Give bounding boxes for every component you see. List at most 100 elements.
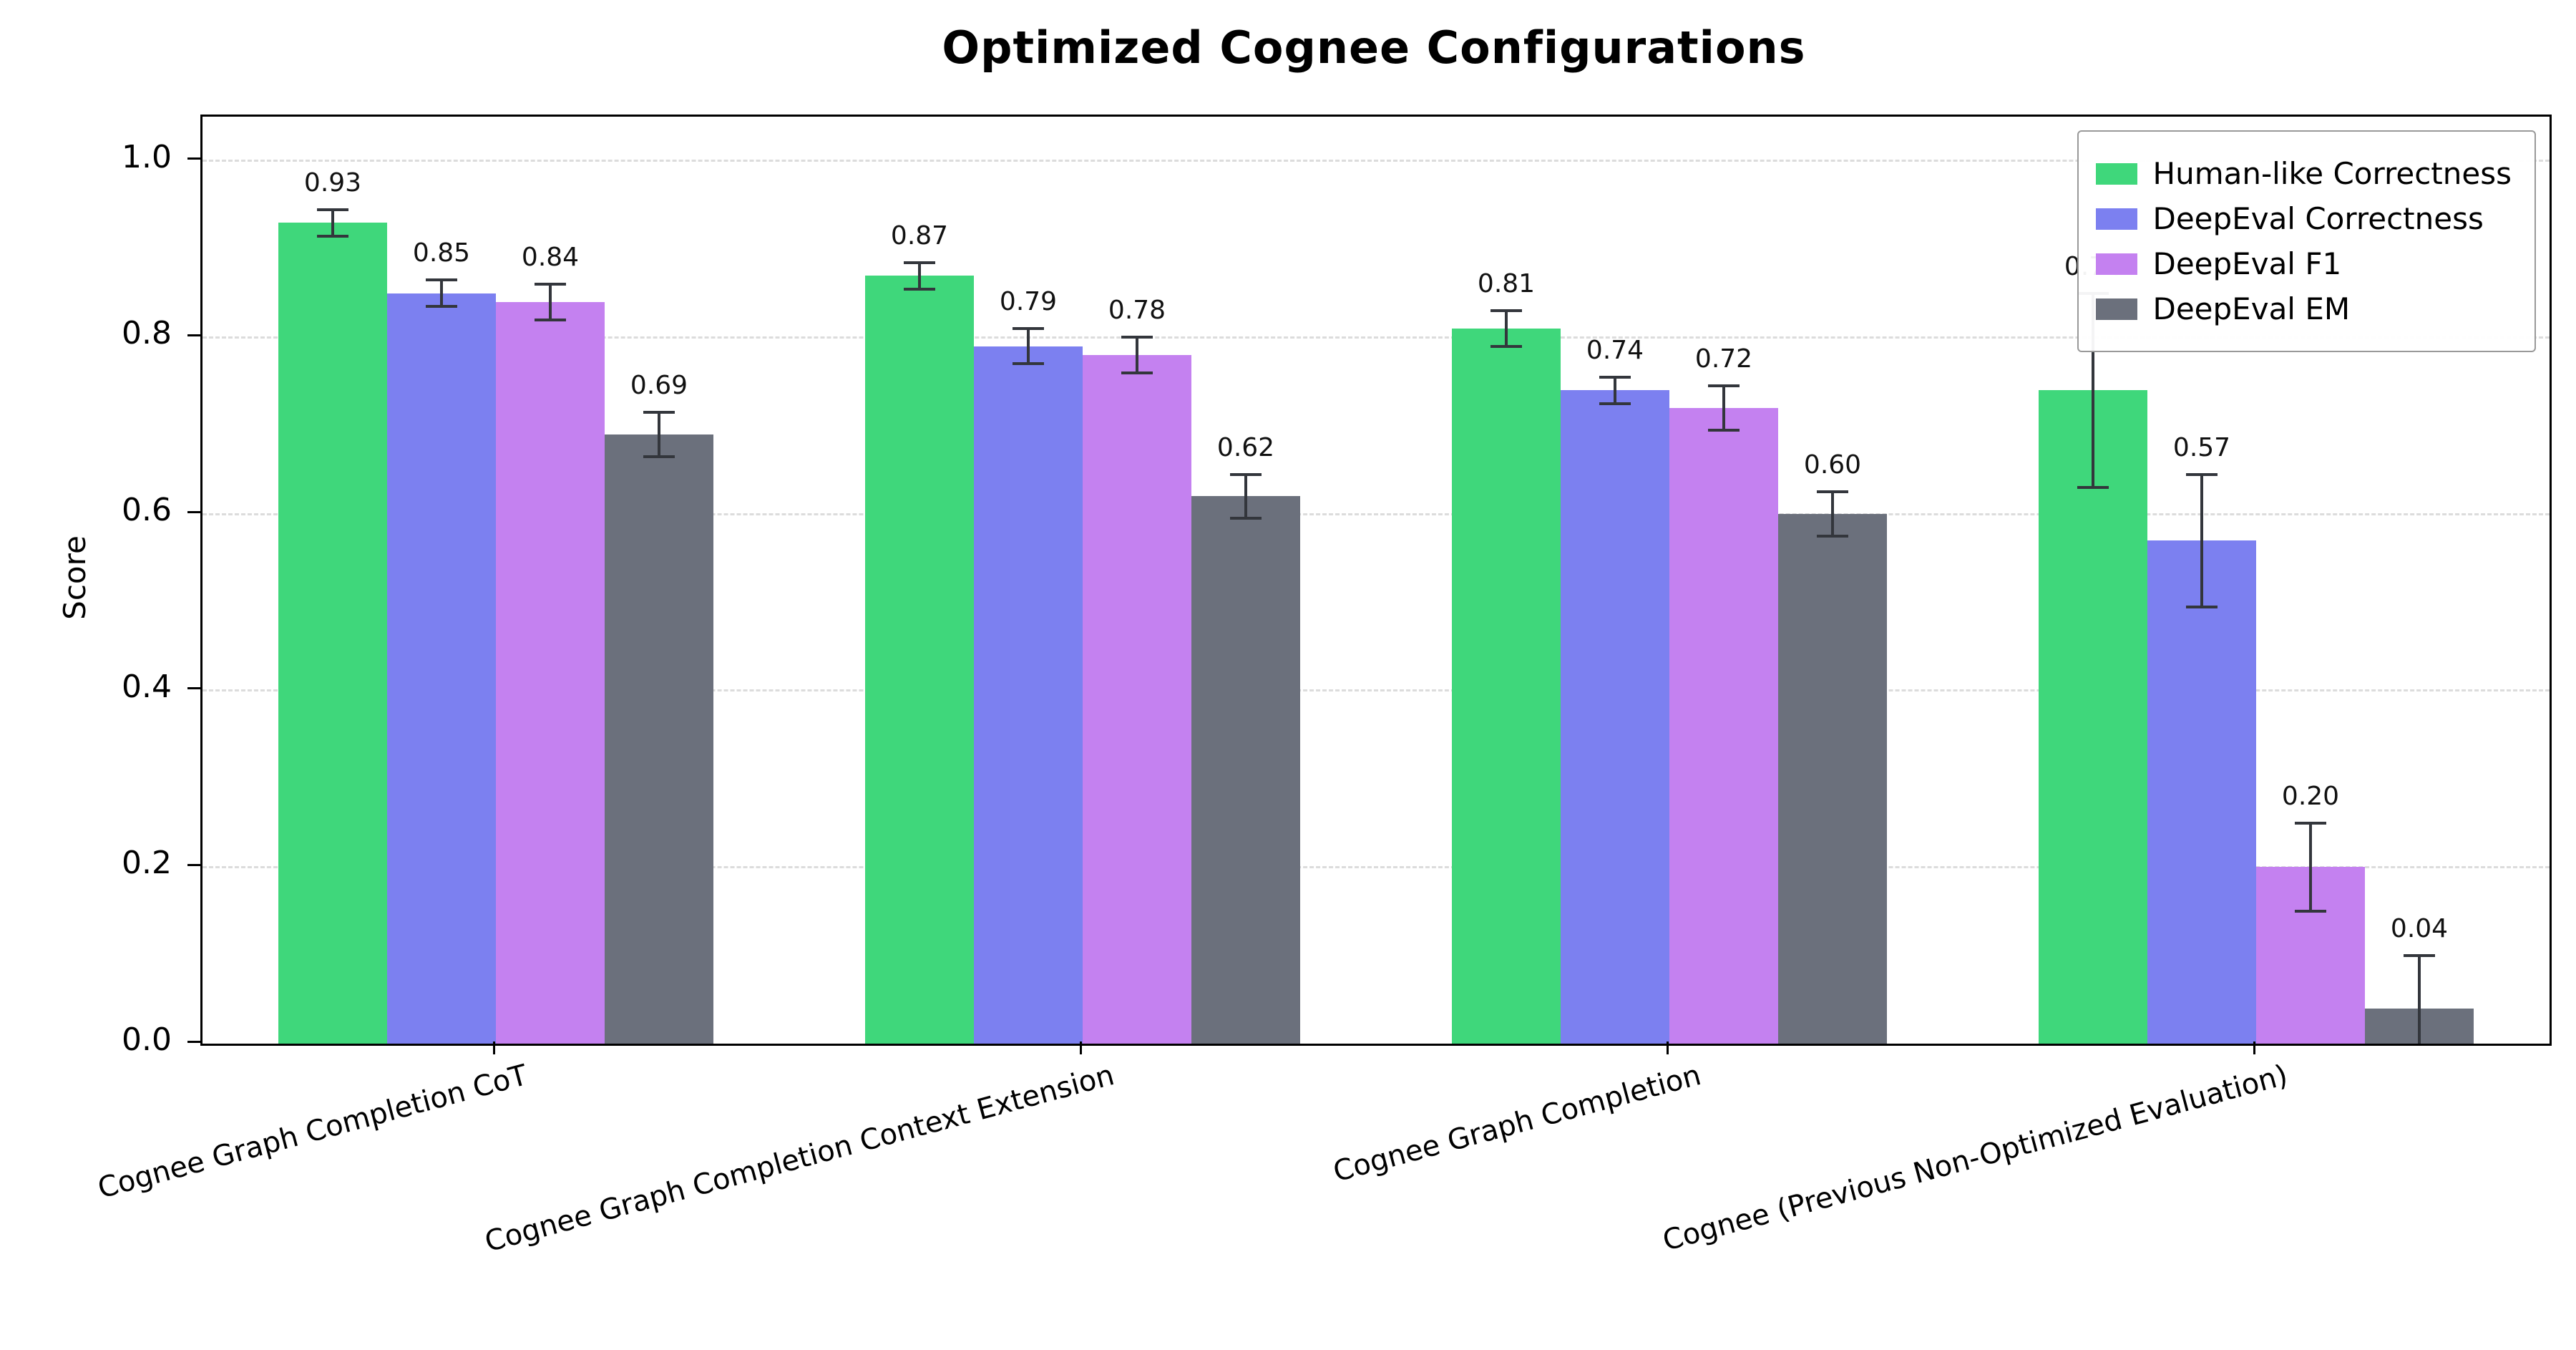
legend-swatch <box>2095 298 2137 320</box>
legend-item: DeepEval EM <box>2095 291 2512 326</box>
error-bar-cap-top <box>426 278 457 282</box>
error-bar-cap-bottom <box>1708 428 1740 432</box>
bar <box>2147 540 2256 1044</box>
error-bar <box>1027 329 1030 364</box>
gridline <box>203 689 2550 692</box>
error-bar <box>1614 377 1616 404</box>
legend-swatch <box>2095 162 2137 185</box>
x-tick-mark <box>1666 1041 1669 1054</box>
bar-value-label: 0.85 <box>412 238 471 268</box>
error-bar-cap-top <box>1817 490 1848 494</box>
bar-value-label: 0.04 <box>2390 913 2449 943</box>
y-tick-label: 0.4 <box>122 668 172 705</box>
chart-title: Optimized Cognee Configurations <box>942 21 1806 74</box>
y-tick-mark <box>187 687 200 690</box>
error-bar-cap-top <box>904 261 935 264</box>
legend-label: DeepEval F1 <box>2152 246 2342 281</box>
y-tick-label: 1.0 <box>122 138 172 175</box>
error-bar <box>1831 492 1834 536</box>
gridline <box>203 865 2550 868</box>
y-tick-label: 0.8 <box>122 315 172 352</box>
error-bar <box>2200 474 2203 607</box>
error-bar-cap-top <box>643 411 675 414</box>
bar-value-label: 0.69 <box>630 371 688 401</box>
error-bar-cap-top <box>1013 327 1044 330</box>
bar-value-label: 0.84 <box>521 243 580 273</box>
bar <box>605 434 713 1044</box>
y-tick-mark <box>187 157 200 160</box>
bar-value-label: 0.78 <box>1108 296 1166 326</box>
error-bar-cap-bottom <box>1817 534 1848 538</box>
bar-value-label: 0.87 <box>890 220 949 251</box>
error-bar-cap-top <box>2295 821 2326 825</box>
error-bar-cap-bottom <box>2077 486 2109 489</box>
x-tick-label: Cognee Graph Completion <box>1330 1059 1704 1189</box>
bar <box>1191 496 1300 1044</box>
error-bar <box>658 412 660 457</box>
error-bar-cap-top <box>1599 375 1631 379</box>
error-bar-cap-top <box>317 208 348 211</box>
y-tick-mark <box>187 1040 200 1043</box>
legend-label: DeepEval Correctness <box>2152 201 2484 236</box>
x-tick-label: Cognee (Previous Non-Optimized Evaluatio… <box>1659 1059 2291 1258</box>
error-bar-cap-top <box>1708 384 1740 388</box>
legend-swatch <box>2095 253 2137 275</box>
legend-label: Human-like Correctness <box>2152 156 2512 191</box>
bar <box>1778 514 1887 1044</box>
error-bar <box>1505 311 1508 346</box>
legend-swatch <box>2095 208 2137 230</box>
error-bar <box>1722 386 1725 430</box>
gridline <box>203 160 2550 162</box>
error-bar-cap-bottom <box>2295 910 2326 913</box>
y-tick-label: 0.0 <box>122 1021 172 1058</box>
error-bar <box>2092 293 2094 487</box>
bar <box>1083 355 1191 1044</box>
error-bar <box>2309 822 2312 911</box>
gridline <box>203 336 2550 339</box>
error-bar <box>1136 337 1138 373</box>
x-tick-mark <box>492 1041 495 1054</box>
error-bar-cap-bottom <box>1013 362 1044 366</box>
error-bar-cap-bottom <box>1121 371 1153 374</box>
bar <box>496 302 605 1044</box>
legend-label: DeepEval EM <box>2152 291 2351 326</box>
bar <box>1669 408 1778 1044</box>
error-bar-cap-bottom <box>1230 517 1262 520</box>
bar-value-label: 0.57 <box>2172 432 2231 462</box>
error-bar-cap-top <box>1121 336 1153 339</box>
bar-value-label: 0.79 <box>999 287 1058 316</box>
error-bar-cap-top <box>1491 309 1522 313</box>
y-tick-mark <box>187 334 200 336</box>
x-tick-label: Cognee Graph Completion Context Extensio… <box>481 1059 1118 1259</box>
error-bar-cap-bottom <box>904 287 935 291</box>
y-tick-mark <box>187 510 200 513</box>
bar-value-label: 0.62 <box>1216 432 1275 462</box>
error-bar <box>331 209 334 236</box>
error-bar-cap-bottom <box>2186 605 2218 608</box>
bar <box>1452 329 1561 1044</box>
legend: Human-like Correctness DeepEval Correctne… <box>2077 130 2536 352</box>
y-tick-label: 0.2 <box>122 845 172 882</box>
error-bar-cap-top <box>535 283 566 286</box>
error-bar-cap-top <box>1230 472 1262 476</box>
y-tick-mark <box>187 863 200 866</box>
bar-value-label: 0.60 <box>1803 450 1862 480</box>
bar-value-label: 0.20 <box>2281 781 2340 811</box>
error-bar-cap-bottom <box>1491 344 1522 348</box>
error-bar-cap-top <box>2186 472 2218 476</box>
legend-item: DeepEval F1 <box>2095 246 2512 281</box>
error-bar <box>549 284 552 320</box>
bar-value-label: 0.93 <box>303 167 362 198</box>
legend-item: DeepEval Correctness <box>2095 201 2512 236</box>
error-bar-cap-top <box>2404 953 2435 957</box>
error-bar-cap-bottom <box>643 455 675 458</box>
error-bar <box>918 262 921 289</box>
bar-value-label: 0.81 <box>1477 269 1536 299</box>
bar-value-label: 0.72 <box>1694 344 1753 374</box>
x-tick-mark <box>1079 1041 1082 1054</box>
gridline <box>203 513 2550 515</box>
bar <box>1561 390 1669 1044</box>
error-bar <box>440 280 443 307</box>
error-bar-cap-bottom <box>1599 402 1631 405</box>
error-bar-cap-bottom <box>535 318 566 321</box>
